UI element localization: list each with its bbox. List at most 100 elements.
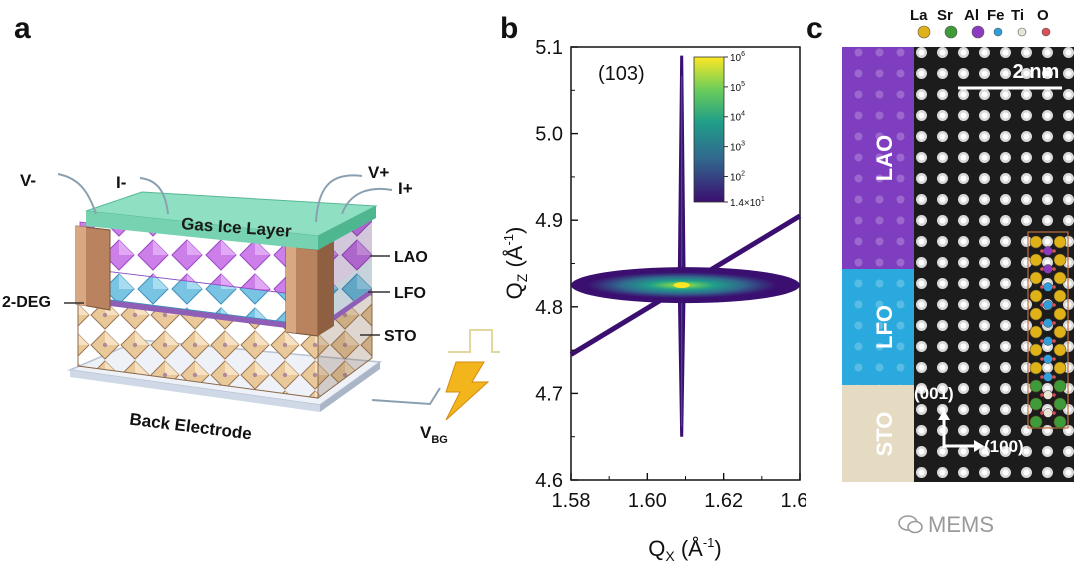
- lfo-region-label: LFO: [872, 305, 897, 349]
- axis-001-label: (001): [914, 384, 954, 403]
- a-site-atom: [1053, 325, 1067, 339]
- element-symbol: Sr: [937, 7, 953, 24]
- pulse-waveform: [448, 329, 500, 353]
- a-site-atom: [1029, 343, 1043, 357]
- a-site-atom: [1053, 289, 1067, 303]
- rsm-intensity: [569, 55, 802, 437]
- element-symbol: Al: [964, 7, 979, 24]
- y-tick-label: 4.8: [535, 297, 563, 319]
- oxygen-atom: [1052, 411, 1056, 415]
- oxygen-atom: [1052, 339, 1056, 343]
- wire-back-gate: [371, 387, 441, 406]
- element-legend: La Sr Al Fe Ti O: [910, 7, 1051, 39]
- a-site-atom: [1029, 325, 1043, 339]
- a-site-atom: [1053, 271, 1067, 285]
- sto-region: [842, 385, 914, 482]
- y-tick-label: 4.9: [535, 210, 563, 232]
- b-site-atom: [1043, 282, 1053, 292]
- colorbar-tick-label: 106: [730, 51, 745, 64]
- element-symbol: O: [1037, 7, 1049, 24]
- rsm-chart: 1.58 1.60 1.62 1.64 4.6 4.7 4.8 4.9 5.0 5.1 106 10…: [501, 37, 806, 564]
- b-site-atom: [1043, 318, 1053, 328]
- colorbar-tick-label: 103: [730, 141, 745, 154]
- a-site-atom: [1053, 397, 1067, 411]
- i-minus-label: I-: [116, 173, 126, 192]
- a-site-atom: [1053, 235, 1067, 249]
- oxygen-atom: [1052, 285, 1056, 289]
- element-swatch: [993, 27, 1003, 37]
- v-plus-label: V+: [368, 163, 389, 182]
- colorbar-tick-label: 102: [730, 170, 745, 183]
- oxygen-atom: [1040, 249, 1044, 253]
- peak-annotation: (103): [598, 63, 645, 85]
- watermark: MEMS: [898, 512, 994, 538]
- x-tick-label: 1.58: [552, 490, 591, 512]
- a-site-atom: [1029, 271, 1043, 285]
- a-site-atom: [1053, 415, 1067, 429]
- axis-100-label: (100): [984, 437, 1024, 456]
- colorbar: [693, 56, 725, 203]
- panel-label-b: b: [500, 12, 519, 45]
- y-tick-label: 5.1: [535, 37, 563, 59]
- oxygen-atom: [1040, 321, 1044, 325]
- b-site-atom: [1043, 336, 1053, 346]
- gate-voltage-label: VBG: [420, 423, 448, 446]
- a-site-atom: [1053, 307, 1067, 321]
- a-site-atom: [1053, 253, 1067, 267]
- b-site-atom: [1043, 390, 1053, 400]
- sto-label: STO: [384, 328, 417, 345]
- panel-label-a: a: [14, 12, 31, 45]
- a-site-atom: [1029, 397, 1043, 411]
- wire-i-minus: [139, 177, 169, 215]
- plot-frame: [570, 46, 801, 481]
- oxygen-atom: [1052, 303, 1056, 307]
- a-site-atom: [1029, 289, 1043, 303]
- oxygen-atom: [1040, 303, 1044, 307]
- b-site-atom: [1043, 408, 1053, 418]
- colorbar-tick-label: 105: [730, 81, 745, 94]
- lao-region-label: LAO: [872, 135, 897, 181]
- oxygen-atom: [1052, 321, 1056, 325]
- b-site-atom: [1043, 246, 1053, 256]
- oxygen-atom: [1052, 357, 1056, 361]
- a-site-atom: [1053, 379, 1067, 393]
- a-site-atom: [1053, 343, 1067, 357]
- element-swatch: [971, 25, 985, 39]
- colorbar-tick-label: 1.4×101: [730, 196, 765, 209]
- wire-i-plus: [341, 187, 393, 215]
- x-tick-label: 1.60: [628, 490, 667, 512]
- element-symbol: Ti: [1011, 7, 1024, 24]
- oxygen-atom: [1052, 393, 1056, 397]
- oxygen-atom: [1040, 339, 1044, 343]
- y-tick-label: 4.6: [535, 470, 563, 492]
- peak-center: [673, 282, 690, 289]
- b-site-atom: [1043, 354, 1053, 364]
- oxygen-atom: [1052, 267, 1056, 271]
- scalebar-label: 2 nm: [1013, 61, 1060, 83]
- x-axis-label: QX (Å-1): [648, 535, 721, 564]
- a-site-atom: [1029, 307, 1043, 321]
- y-tick-label: 4.7: [535, 383, 563, 405]
- wire-v-minus: [57, 173, 97, 215]
- x-tick-label: 1.62: [704, 490, 743, 512]
- a-site-atom: [1029, 235, 1043, 249]
- oxygen-atom: [1040, 267, 1044, 271]
- sto-region-label: STO: [872, 412, 897, 457]
- lightning-bolt-icon: [445, 361, 490, 421]
- a-site-atom: [1029, 415, 1043, 429]
- 2deg-label: 2-DEG: [2, 294, 51, 311]
- element-symbol: Fe: [987, 7, 1005, 24]
- atomic-model-overlay: [1027, 231, 1069, 429]
- a-site-atom: [1029, 253, 1043, 267]
- device-schematic: Gas Ice Layer V- I- V+ I+ LAO LFO STO 2-…: [2, 163, 500, 446]
- i-plus-label: I+: [398, 179, 413, 198]
- b-site-atom: [1043, 372, 1053, 382]
- y-tick-label: 5.0: [535, 124, 563, 146]
- oxygen-atom: [1040, 393, 1044, 397]
- colorbar-tick-label: 104: [730, 111, 745, 124]
- b-site-atom: [1043, 264, 1053, 274]
- b-site-atom: [1043, 300, 1053, 310]
- oxygen-atom: [1040, 411, 1044, 415]
- oxygen-atom: [1052, 249, 1056, 253]
- lao-label: LAO: [394, 249, 428, 266]
